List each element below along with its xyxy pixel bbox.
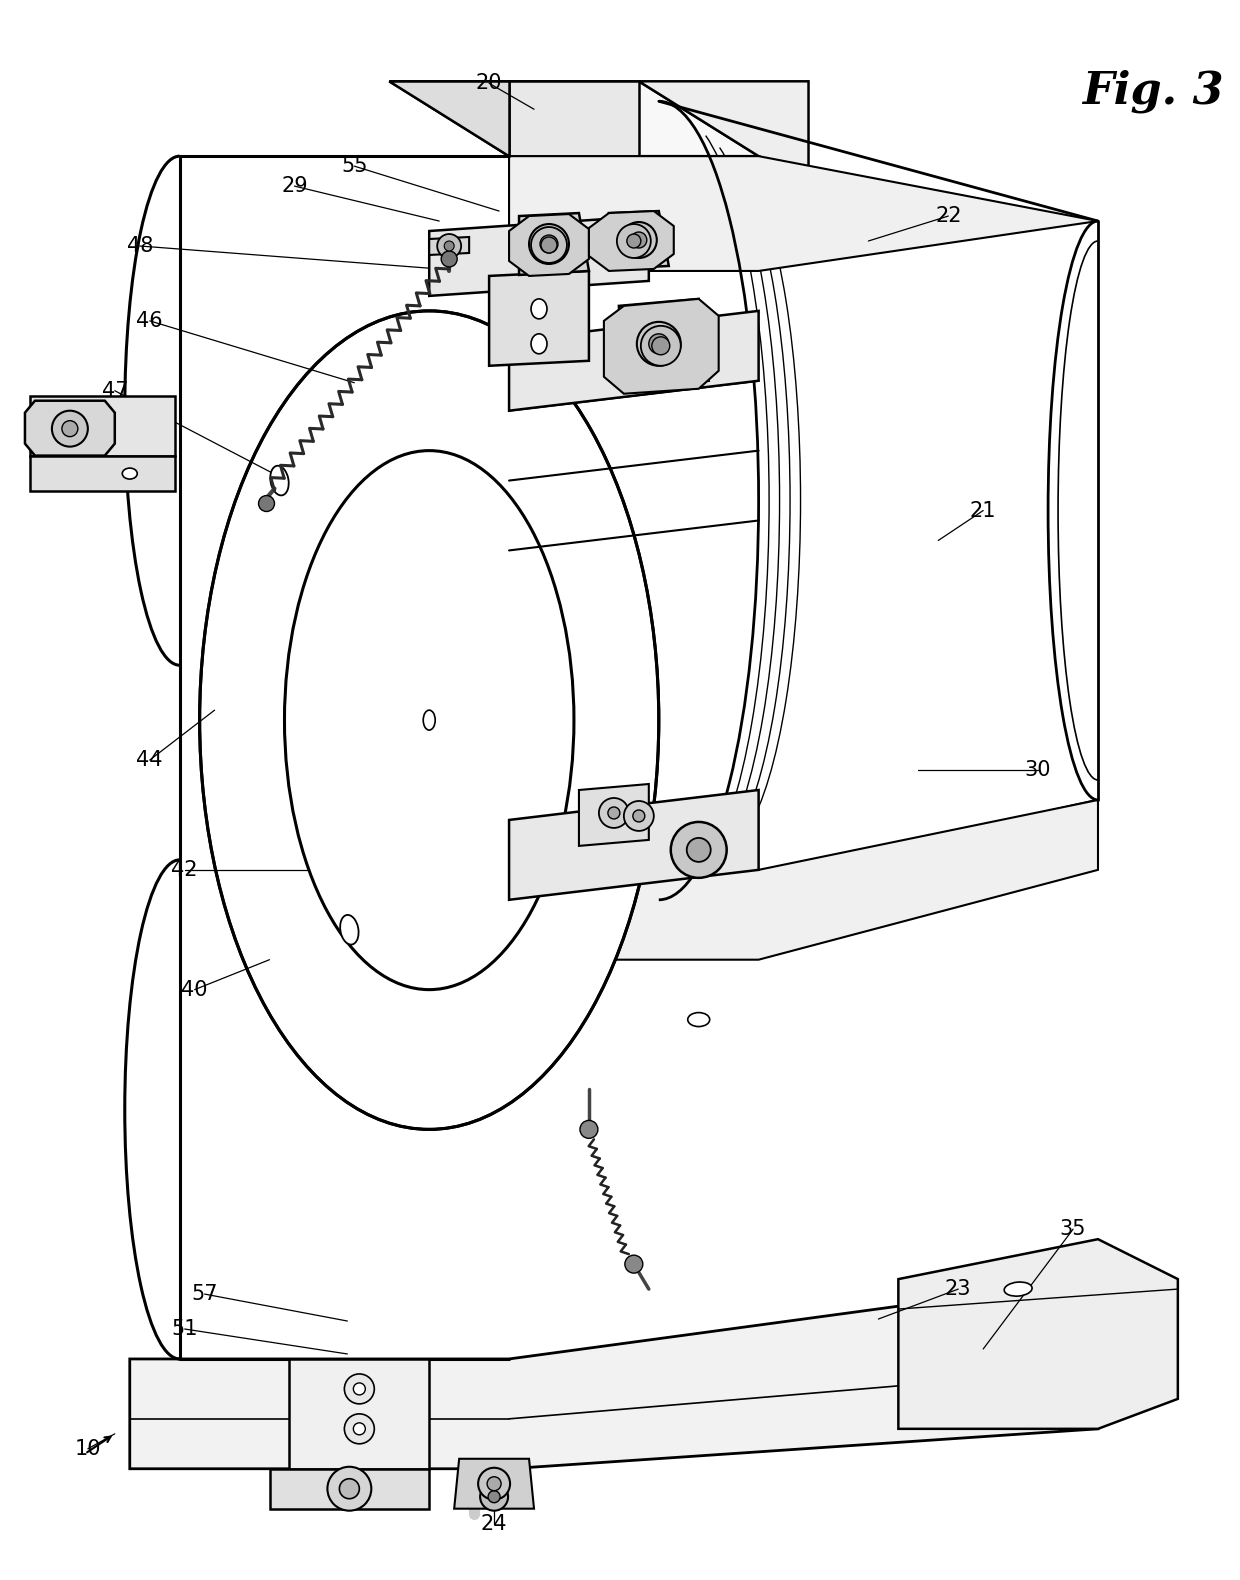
Circle shape (627, 234, 641, 248)
Circle shape (353, 1382, 366, 1395)
Polygon shape (30, 395, 175, 455)
Circle shape (541, 237, 557, 253)
Circle shape (687, 837, 711, 861)
Ellipse shape (284, 450, 574, 989)
Circle shape (441, 251, 458, 267)
Circle shape (479, 1468, 510, 1499)
Ellipse shape (531, 333, 547, 354)
Circle shape (487, 1477, 501, 1490)
Text: 47: 47 (102, 381, 128, 401)
Ellipse shape (279, 446, 579, 995)
Text: Fig. 3: Fig. 3 (1083, 70, 1224, 114)
Circle shape (621, 223, 657, 258)
Text: 35: 35 (1060, 1220, 1086, 1239)
Circle shape (345, 1375, 374, 1405)
Text: 40: 40 (181, 980, 208, 1000)
Ellipse shape (423, 709, 435, 730)
Ellipse shape (531, 299, 547, 319)
Circle shape (444, 242, 454, 251)
Circle shape (624, 801, 653, 831)
Polygon shape (510, 790, 759, 899)
Polygon shape (389, 81, 510, 156)
Circle shape (353, 1424, 366, 1435)
Polygon shape (609, 212, 668, 269)
Circle shape (632, 811, 645, 822)
Polygon shape (130, 1280, 1097, 1469)
Ellipse shape (200, 311, 658, 1130)
Polygon shape (389, 81, 759, 156)
Polygon shape (510, 799, 1097, 959)
Circle shape (531, 228, 567, 262)
Text: 29: 29 (281, 175, 308, 196)
Circle shape (671, 822, 727, 878)
Text: 51: 51 (171, 1319, 198, 1338)
Polygon shape (30, 455, 175, 490)
Ellipse shape (270, 466, 289, 496)
Text: 55: 55 (341, 156, 367, 175)
Circle shape (438, 234, 461, 258)
Ellipse shape (688, 1013, 709, 1027)
Polygon shape (898, 1239, 1178, 1428)
Polygon shape (429, 216, 649, 295)
Circle shape (327, 1466, 371, 1510)
Polygon shape (510, 311, 759, 411)
Circle shape (608, 807, 620, 818)
Circle shape (489, 1490, 500, 1503)
Text: 57: 57 (191, 1285, 218, 1304)
Text: 10: 10 (74, 1439, 102, 1458)
Circle shape (625, 1255, 642, 1273)
Circle shape (529, 224, 569, 264)
Ellipse shape (340, 915, 358, 945)
Circle shape (258, 496, 274, 512)
Polygon shape (520, 213, 589, 275)
Circle shape (539, 235, 558, 253)
Text: 46: 46 (136, 311, 162, 330)
Ellipse shape (205, 316, 653, 1125)
Ellipse shape (1004, 1281, 1032, 1296)
Polygon shape (639, 81, 808, 251)
Circle shape (480, 1482, 508, 1510)
Polygon shape (429, 237, 469, 254)
Circle shape (649, 333, 668, 354)
Polygon shape (510, 156, 759, 251)
Text: 22: 22 (935, 205, 961, 226)
Circle shape (599, 798, 629, 828)
Polygon shape (489, 270, 589, 367)
Circle shape (580, 1120, 598, 1138)
Circle shape (637, 322, 681, 367)
Text: 42: 42 (171, 860, 198, 880)
Text: 23: 23 (945, 1280, 971, 1299)
Polygon shape (454, 1458, 534, 1509)
Circle shape (616, 224, 651, 258)
Polygon shape (269, 1469, 429, 1509)
Polygon shape (619, 299, 709, 389)
Ellipse shape (123, 468, 138, 479)
Polygon shape (589, 212, 673, 270)
Circle shape (62, 420, 78, 436)
Polygon shape (579, 784, 649, 845)
Circle shape (641, 325, 681, 367)
Circle shape (631, 232, 647, 248)
Circle shape (652, 337, 670, 356)
Polygon shape (604, 299, 719, 393)
Text: 44: 44 (136, 750, 162, 769)
Polygon shape (510, 81, 639, 156)
Circle shape (52, 411, 88, 447)
Text: 30: 30 (1024, 760, 1052, 781)
Polygon shape (289, 1359, 429, 1469)
Polygon shape (510, 156, 1097, 270)
Text: 20: 20 (476, 73, 502, 93)
Polygon shape (510, 213, 589, 276)
Circle shape (345, 1414, 374, 1444)
Text: 48: 48 (126, 235, 153, 256)
Circle shape (340, 1479, 360, 1499)
Text: 21: 21 (970, 501, 997, 520)
Text: 24: 24 (481, 1514, 507, 1534)
Polygon shape (25, 401, 115, 455)
